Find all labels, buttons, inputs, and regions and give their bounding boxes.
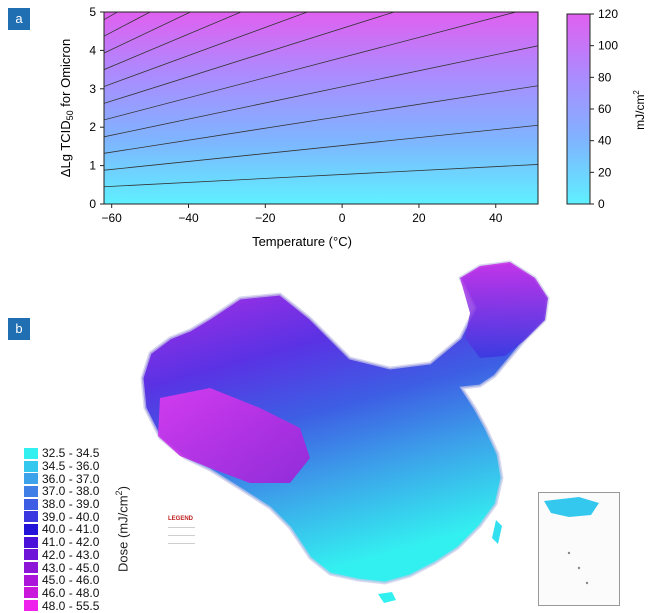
legend-label: 46.0 - 48.0 [42, 585, 100, 600]
contour-chart: −60 −40 −20 0 20 40 0 1 2 3 4 5 Temperature (°C) Δ… [58, 5, 647, 249]
south-china-sea-inset [538, 492, 620, 606]
legend-label: 37.0 - 38.0 [42, 484, 100, 499]
northeast-region [460, 262, 548, 358]
contour-line [104, 85, 538, 154]
inset-island [567, 551, 571, 555]
plot-frame [103, 11, 539, 205]
contour-line [104, 12, 518, 121]
colorbar-tick-label: 20 [598, 165, 612, 179]
legend-item: 45.0 - 46.0 [24, 573, 100, 588]
colorbar-tick-label: 80 [598, 70, 612, 84]
dose-legend-title: Dose (mJ/cm2) [114, 486, 131, 572]
legend-swatch [24, 498, 38, 510]
x-tick-label: −20 [255, 211, 276, 225]
legend-item: 32.5 - 34.5 [24, 446, 100, 461]
y-tick-label: 3 [89, 82, 96, 96]
y-axis-label: ΔLg TCID50 for Omicron [58, 39, 75, 177]
contour-line [104, 12, 396, 104]
legend-swatch [24, 485, 38, 497]
y-tick-label: 2 [89, 120, 96, 134]
china-dose-map [130, 258, 650, 609]
legend-swatch [24, 523, 38, 535]
legend-item: 37.0 - 38.0 [24, 484, 100, 499]
legend-swatch [24, 549, 38, 561]
legend-item: 39.0 - 40.0 [24, 509, 100, 524]
colorbar-tick-label: 40 [598, 134, 612, 148]
legend-item: 41.0 - 42.0 [24, 535, 100, 550]
contour-line [104, 45, 538, 138]
contour-line [104, 12, 192, 54]
colorbar-tick-label: 60 [598, 102, 612, 116]
inset-island [577, 566, 581, 570]
legend-swatch [24, 473, 38, 485]
y-tick-label: 4 [89, 43, 96, 57]
legend-label: 39.0 - 40.0 [42, 509, 100, 524]
y-tick-label: 5 [89, 5, 96, 19]
x-axis-label: Temperature (°C) [252, 234, 352, 249]
colorbar-tick-label: 100 [598, 39, 618, 53]
y-axis: 0 1 2 3 4 5 [89, 5, 104, 211]
legend-swatch [24, 536, 38, 548]
legend-label: 36.0 - 37.0 [42, 471, 100, 486]
panel-b-badge: b [8, 318, 30, 340]
colorbar [566, 13, 591, 205]
map-legend-line: —————— [168, 541, 195, 546]
legend-swatch [24, 447, 38, 459]
map-legend-box: LEGEND —————— —————— —————— [168, 516, 280, 602]
legend-label: 42.0 - 43.0 [42, 547, 100, 562]
x-tick-label: 0 [339, 211, 346, 225]
hainan-island [378, 592, 396, 603]
legend-label: 43.0 - 45.0 [42, 560, 100, 575]
legend-item: 43.0 - 45.0 [24, 560, 100, 575]
legend-item: 42.0 - 43.0 [24, 547, 100, 562]
legend-item: 36.0 - 37.0 [24, 471, 100, 486]
colorbar-label: mJ/cm2 [632, 90, 647, 130]
dose-legend: 32.5 - 34.5 34.5 - 36.0 36.0 - 37.0 37.0 - … [24, 446, 100, 613]
contour-line [104, 12, 309, 87]
contour-line [104, 164, 538, 188]
plot-area [104, 12, 538, 204]
legend-swatch [24, 574, 38, 586]
colorbar-tick-label: 0 [598, 197, 605, 211]
legend-swatch [24, 511, 38, 523]
legend-item: 38.0 - 39.0 [24, 497, 100, 512]
inset-coast [544, 497, 599, 517]
legend-label: 34.5 - 36.0 [42, 459, 100, 474]
map-legend-line: —————— [168, 525, 195, 530]
y-tick-label: 1 [89, 159, 96, 173]
legend-label: 32.5 - 34.5 [42, 446, 100, 461]
inset-island [585, 581, 589, 585]
legend-swatch [24, 460, 38, 472]
colorbar-tick-label: 120 [598, 7, 618, 21]
contour-lines [104, 12, 538, 188]
legend-label: 41.0 - 42.0 [42, 535, 100, 550]
legend-label: 38.0 - 39.0 [42, 497, 100, 512]
legend-item: 40.0 - 41.0 [24, 522, 100, 537]
contour-line [104, 12, 243, 70]
x-tick-label: −40 [178, 211, 199, 225]
tibet-region [158, 388, 310, 483]
taiwan-island [492, 520, 502, 544]
legend-label: 45.0 - 46.0 [42, 573, 100, 588]
y-tick-label: 0 [89, 197, 96, 211]
x-tick-label: −60 [102, 211, 123, 225]
map-legend-title: LEGEND [168, 516, 194, 522]
legend-item: 34.5 - 36.0 [24, 459, 100, 474]
x-axis: −60 −40 −20 0 20 40 [102, 204, 503, 225]
contour-line [104, 124, 538, 171]
x-tick-label: 20 [412, 211, 426, 225]
x-tick-label: 40 [489, 211, 503, 225]
map-legend-line: —————— [168, 533, 195, 538]
legend-label: 40.0 - 41.0 [42, 522, 100, 537]
colorbar-ticks: 0 20 40 60 80 100 120 [590, 7, 618, 211]
legend-item: 46.0 - 48.0 [24, 585, 100, 600]
legend-swatch [24, 587, 38, 599]
panel-a-badge: a [8, 8, 30, 30]
legend-swatch [24, 562, 38, 574]
